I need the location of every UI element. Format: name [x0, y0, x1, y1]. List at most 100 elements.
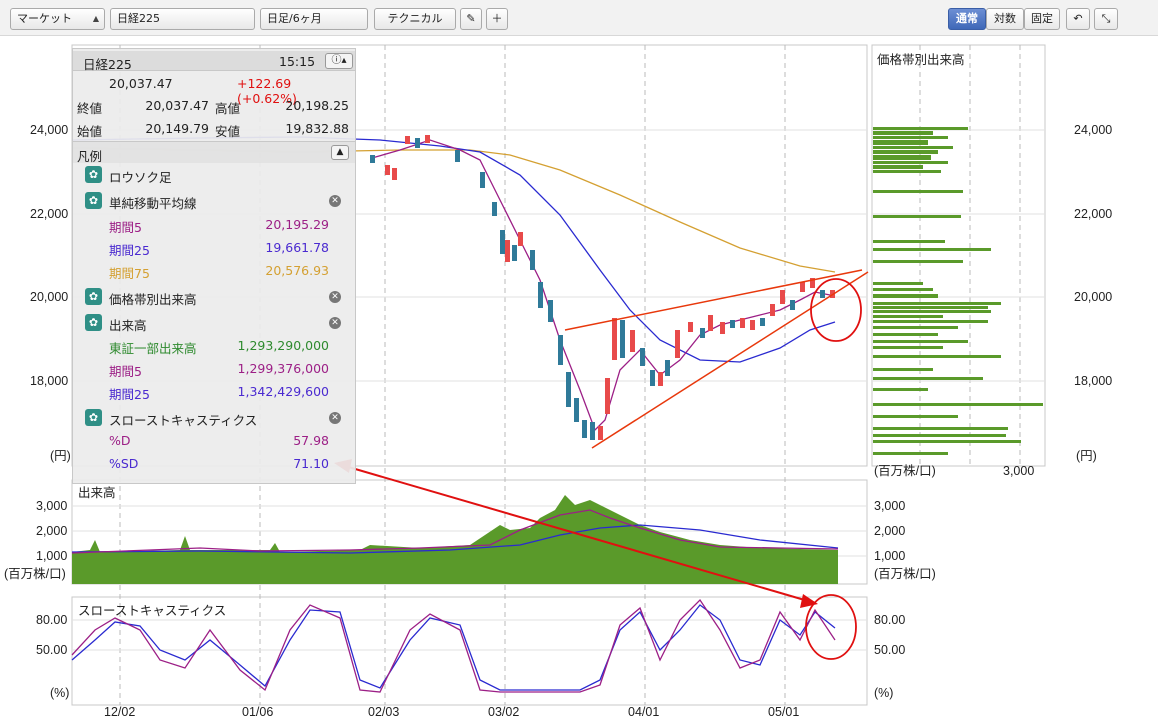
vol5-value: 1,299,376,000: [237, 361, 329, 376]
price-unit-right: (円): [1076, 449, 1097, 463]
date-label: 04/01: [628, 705, 659, 719]
vbp-bars: [873, 127, 1043, 455]
trend-lines: [564, 269, 869, 449]
gear-icon[interactable]: ✿: [85, 409, 102, 426]
candles: [370, 135, 835, 440]
technical-button[interactable]: テクニカル: [374, 8, 456, 30]
date-label: 05/01: [768, 705, 799, 719]
price-tick-right-2: 22,000: [1074, 207, 1112, 221]
close-icon[interactable]: ✕: [329, 195, 341, 207]
volume-tick-left-1: 3,000: [36, 499, 67, 513]
volume-tick-right-3: 1,000: [874, 549, 905, 563]
fullscreen-icon[interactable]: ⤡: [1094, 8, 1118, 30]
open-value: 20,149.79: [145, 121, 209, 136]
gear-icon[interactable]: ✿: [85, 288, 102, 305]
symbol-select[interactable]: 日経225: [110, 8, 255, 30]
close-icon[interactable]: ✕: [329, 317, 341, 329]
sma25-value: 19,661.78: [265, 240, 329, 255]
volume-unit-right: (百万株/口): [874, 566, 936, 581]
pencil-icon[interactable]: ✎: [460, 8, 482, 30]
psd-label: %SD: [109, 456, 139, 471]
volume-bars: [72, 495, 838, 584]
volume-unit-left: (百万株/口): [4, 566, 66, 581]
volume-sma25-line: [71, 524, 839, 554]
quote-name: 日経225: [83, 57, 132, 72]
mode-fixed-button[interactable]: 固定: [1024, 8, 1060, 30]
plus-icon[interactable]: ＋: [486, 8, 508, 30]
stoch-tick-right-1: 80.00: [874, 613, 905, 627]
chart-area[interactable]: 24,000 22,000 20,000 18,000 (円) 24,000 2…: [0, 36, 1158, 724]
low-label: 安値: [215, 124, 241, 139]
vbp-panel: [871, 44, 1046, 467]
tse-value: 1,293,290,000: [237, 338, 329, 353]
candles-label: ロウソク足: [109, 170, 172, 185]
psd-value: 71.10: [293, 456, 329, 471]
sma75-value: 20,576.93: [265, 263, 329, 278]
high-value: 20,198.25: [285, 98, 349, 113]
price-tick-right-1: 24,000: [1074, 123, 1112, 137]
quote-header: 日経225 15:15 ⓘ▴: [73, 51, 355, 72]
symbol-select-label: 日経225: [117, 12, 160, 25]
low-value: 19,832.88: [285, 121, 349, 136]
legend-panel: 日経225 15:15 ⓘ▴ 20,037.47 +122.69 (+0.62%…: [72, 48, 356, 484]
close-icon[interactable]: ✕: [329, 412, 341, 424]
chevron-updown-icon: ▲: [92, 14, 99, 23]
vbp-tick-label: 3,000: [1003, 464, 1034, 478]
mode-log-button[interactable]: 対数: [986, 8, 1024, 30]
vbp-title: 価格帯別出来高: [877, 52, 965, 67]
vol25-label: 期間25: [109, 387, 150, 402]
price-tick-right-3: 20,000: [1074, 290, 1112, 304]
price-tick-left-1: 24,000: [30, 123, 68, 137]
market-select-label: マーケット: [17, 12, 72, 25]
close-label: 終値: [77, 101, 103, 116]
volume-tick-left-3: 1,000: [36, 549, 67, 563]
quote-time: 15:15: [279, 54, 316, 69]
stoch-label: スローストキャスティクス: [109, 413, 258, 428]
pd-label: %D: [109, 433, 131, 448]
gear-icon[interactable]: ✿: [85, 314, 102, 331]
close-icon[interactable]: ✕: [329, 291, 341, 303]
volume-tick-right-2: 2,000: [874, 524, 905, 538]
date-label: 12/02: [104, 705, 135, 719]
stoch-unit-left: (%): [50, 686, 69, 700]
stoch-tick-right-2: 50.00: [874, 643, 905, 657]
period-select[interactable]: 日足/6ヶ月: [260, 8, 368, 30]
gear-icon[interactable]: ✿: [85, 192, 102, 209]
undo-icon[interactable]: ↶: [1066, 8, 1090, 30]
volume-title: 出来高: [78, 485, 116, 500]
toolbar: マーケット ▲ 日経225 日足/6ヶ月 テクニカル ✎ ＋ 通常 対数 固定 ↶…: [0, 0, 1158, 36]
collapse-icon[interactable]: ▲: [331, 145, 349, 160]
mode-normal-button[interactable]: 通常: [948, 8, 986, 30]
vol5-label: 期間5: [109, 364, 142, 379]
close-value: 20,037.47: [145, 98, 209, 113]
volume-label: 出来高: [109, 318, 147, 333]
price-tick-left-2: 22,000: [30, 207, 68, 221]
open-label: 始値: [77, 124, 103, 139]
market-select[interactable]: マーケット ▲: [10, 8, 105, 30]
sma5-line: [371, 139, 836, 432]
sma-label: 単純移動平均線: [109, 196, 197, 211]
high-label: 高値: [215, 101, 241, 116]
volume-tick-right-1: 3,000: [874, 499, 905, 513]
vbp-unit-label: (百万株/口): [874, 463, 936, 478]
price-tick-right-4: 18,000: [1074, 374, 1112, 388]
price-tick-left-4: 18,000: [30, 374, 68, 388]
gear-icon[interactable]: ✿: [85, 166, 102, 183]
stoch-title: スローストキャスティクス: [78, 604, 226, 618]
sma25-label: 期間25: [109, 243, 150, 258]
period-select-label: 日足/6ヶ月: [267, 12, 322, 25]
pd-value: 57.98: [293, 433, 329, 448]
date-label: 02/03: [368, 705, 399, 719]
axis-labels: 24,000 22,000 20,000 18,000 (円) 24,000 2…: [4, 52, 1112, 719]
info-toggle-icon[interactable]: ⓘ▴: [325, 53, 353, 69]
sma5-label: 期間5: [109, 220, 142, 235]
sma75-label: 期間75: [109, 266, 150, 281]
date-label: 03/02: [488, 705, 519, 719]
legend-header: 凡例 ▲: [73, 141, 355, 164]
stoch-tick-left-1: 80.00: [36, 613, 67, 627]
volume-tick-left-2: 2,000: [36, 524, 67, 538]
vol25-value: 1,342,429,600: [237, 384, 329, 399]
price-unit-label: (円): [50, 449, 71, 463]
tse-label: 東証一部出来高: [109, 341, 197, 356]
highlight-circle-stoch: [805, 594, 857, 660]
